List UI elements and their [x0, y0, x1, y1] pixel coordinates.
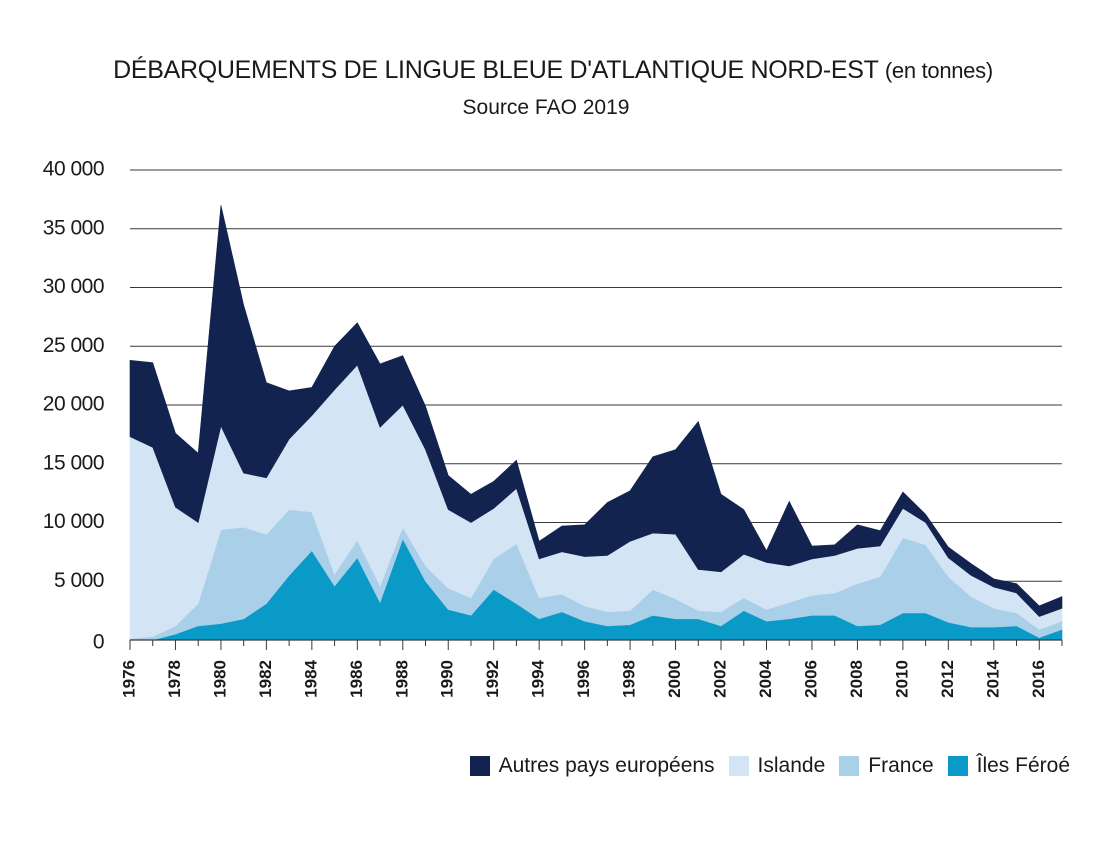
- chart-title-main: DÉBARQUEMENTS DE LINGUE BLEUE D'ATLANTIQ…: [113, 56, 879, 84]
- area-autres-pays-europeens: [129, 205, 1063, 617]
- x-tick-label-1992: 1992: [483, 660, 502, 698]
- y-tick-label-25000: 25 000: [43, 334, 104, 357]
- y-axis-tick-labels: 0 5 000 10 000 15 000 20 000 25 000 30 000 35 0…: [43, 158, 105, 654]
- x-tick-label-1976: 1976: [119, 660, 138, 698]
- x-tick-label-2006: 2006: [801, 660, 820, 698]
- legend-label-france: France: [868, 754, 934, 777]
- legend-label-islande: Islande: [757, 754, 826, 777]
- x-tick-label-2004: 2004: [756, 659, 775, 697]
- x-tick-label-2010: 2010: [892, 660, 911, 698]
- y-tick-label-15000: 15 000: [43, 451, 104, 474]
- legend-swatch-feroe: [947, 756, 968, 776]
- x-tick-label-1996: 1996: [574, 660, 593, 698]
- y-tick-label-10000: 10 000: [43, 510, 104, 533]
- legend-label-feroe: Îles Féroé: [976, 754, 1070, 777]
- x-tick-label-1984: 1984: [301, 659, 320, 697]
- x-tick-label-2016: 2016: [1029, 660, 1048, 698]
- legend-item-autres: Autres pays européens: [469, 754, 715, 778]
- x-tick-label-1982: 1982: [256, 660, 275, 698]
- x-tick-label-1988: 1988: [392, 660, 411, 698]
- x-tick-label-1986: 1986: [347, 660, 366, 698]
- y-tick-label-5000: 5 000: [54, 569, 104, 592]
- legend-item-france: France: [839, 754, 934, 778]
- x-tick-label-1994: 1994: [529, 659, 548, 697]
- x-tick-label-2014: 2014: [983, 659, 1002, 697]
- legend-swatch-france: [839, 756, 860, 776]
- y-tick-label-20000: 20 000: [43, 393, 104, 416]
- x-tick-label-1990: 1990: [438, 660, 457, 698]
- y-tick-label-30000: 30 000: [43, 275, 104, 298]
- y-tick-label-40000: 40 000: [43, 158, 104, 181]
- chart-title: DÉBARQUEMENTS DE LINGUE BLEUE D'ATLANTIQ…: [0, 56, 1106, 85]
- area-series: [129, 205, 1063, 641]
- x-tick-label-1980: 1980: [210, 660, 229, 698]
- y-tick-label-0: 0: [93, 631, 104, 654]
- legend-swatch-islande: [728, 756, 749, 776]
- legend-item-feroe: Îles Féroé: [947, 754, 1070, 778]
- x-tick-label-1998: 1998: [620, 660, 639, 698]
- x-tick-label-2002: 2002: [711, 660, 730, 698]
- x-tick-label-2008: 2008: [847, 660, 866, 698]
- legend-label-autres: Autres pays européens: [498, 754, 715, 777]
- legend-item-islande: Islande: [728, 754, 826, 778]
- legend-swatch-autres: [469, 756, 490, 776]
- x-tick-label-2000: 2000: [665, 660, 684, 698]
- chart-title-unit: (en tonnes): [884, 58, 993, 83]
- legend: Autres pays européens Islande France Île…: [456, 754, 1070, 778]
- chart-subtitle: Source FAO 2019: [462, 96, 630, 119]
- y-tick-label-35000: 35 000: [43, 216, 104, 239]
- x-axis: 1976 1978 1980 1982 1984 1986 1988 1990 1992 1994…: [119, 639, 1063, 698]
- x-tick-label-2012: 2012: [938, 660, 957, 698]
- x-tick-label-1978: 1978: [165, 660, 184, 698]
